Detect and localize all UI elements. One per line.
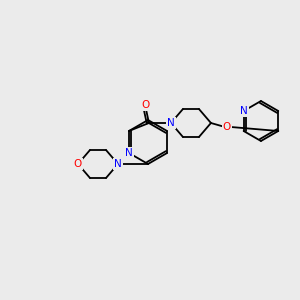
Text: N: N: [240, 106, 248, 116]
Text: O: O: [74, 159, 82, 169]
Text: N: N: [167, 118, 175, 128]
Text: N: N: [114, 159, 122, 169]
Text: O: O: [142, 100, 150, 110]
Text: O: O: [223, 122, 231, 132]
Text: N: N: [125, 148, 133, 158]
